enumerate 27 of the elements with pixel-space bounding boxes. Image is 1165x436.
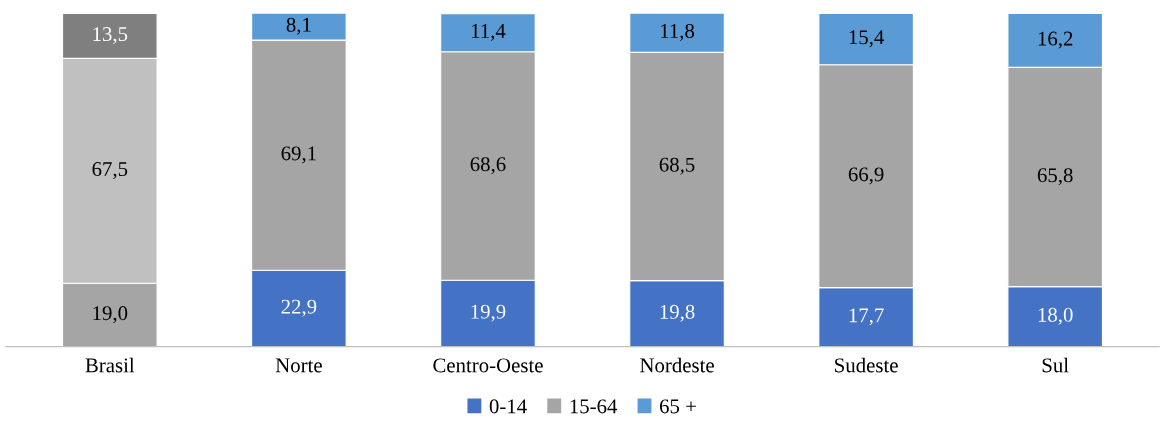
data-label: 69,1 bbox=[281, 146, 316, 164]
data-label: 8,1 bbox=[286, 17, 311, 35]
data-label: 68,6 bbox=[470, 157, 506, 175]
legend-label: 0-14 bbox=[489, 399, 527, 414]
data-label: 18,0 bbox=[1038, 307, 1073, 325]
x-tick-label: Sul bbox=[1042, 357, 1069, 373]
data-label: 11,4 bbox=[471, 24, 506, 41]
data-label: 11,8 bbox=[661, 23, 695, 41]
legend-label: 65 + bbox=[659, 399, 696, 414]
data-label: 22,9 bbox=[281, 299, 317, 317]
data-label: 19,9 bbox=[471, 304, 506, 322]
data-label: 19,0 bbox=[93, 306, 128, 324]
data-label: 16,2 bbox=[1038, 31, 1073, 49]
data-label: 67,5 bbox=[92, 162, 128, 180]
data-label: 65,8 bbox=[1037, 168, 1073, 186]
data-label: 13,5 bbox=[93, 27, 128, 45]
legend-label: 15-64 bbox=[570, 399, 618, 414]
x-tick-label: Nordeste bbox=[640, 357, 714, 373]
x-tick-label: Sudeste bbox=[835, 357, 898, 373]
data-label: 19,8 bbox=[660, 304, 695, 322]
x-tick-label: Brasil bbox=[85, 357, 135, 373]
data-label: 68,5 bbox=[659, 157, 695, 175]
x-tick-label: Centro-Oeste bbox=[433, 358, 543, 373]
x-tick-label: Norte bbox=[275, 358, 322, 373]
data-label: 17,7 bbox=[849, 308, 884, 326]
data-label: 66,9 bbox=[848, 167, 884, 185]
data-label: 15,4 bbox=[849, 30, 885, 48]
